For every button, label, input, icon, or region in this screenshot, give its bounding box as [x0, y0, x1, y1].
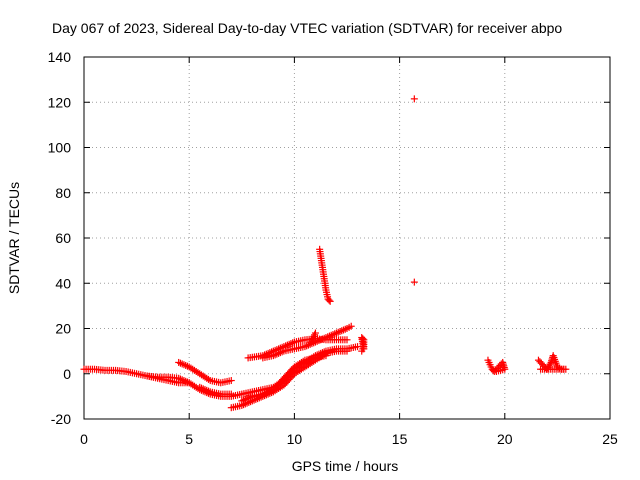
x-tick-labels: 0 5 10 15 20 25 — [80, 431, 618, 447]
y-tick-label: -20 — [51, 411, 71, 427]
grid — [84, 57, 610, 419]
y-tick-label: 100 — [48, 140, 72, 156]
y-tick-label: 80 — [55, 185, 71, 201]
data-point — [492, 367, 500, 375]
data-point — [311, 329, 319, 337]
x-tick-label: 10 — [287, 431, 303, 447]
data-point — [325, 296, 333, 304]
x-tick-label: 5 — [185, 431, 193, 447]
data-point — [410, 95, 418, 103]
data-point — [343, 347, 351, 355]
data-point — [354, 343, 362, 351]
data-point — [185, 379, 193, 387]
x-axis-label: GPS time / hours — [292, 458, 399, 474]
y-tick-labels: -20 0 20 40 60 80 100 120 140 — [48, 49, 72, 427]
data-point — [227, 377, 235, 385]
data-point — [322, 352, 330, 360]
y-tick-label: 140 — [48, 49, 72, 65]
x-tick-label: 20 — [497, 431, 513, 447]
x-tick-label: 25 — [602, 431, 618, 447]
data-point — [326, 297, 334, 305]
y-tick-label: 0 — [63, 366, 71, 382]
x-tick-label: 0 — [80, 431, 88, 447]
data-point — [343, 336, 351, 344]
y-tick-label: 20 — [55, 321, 71, 337]
y-axis-label: SDTVAR / TECUs — [6, 182, 22, 294]
axis-ticks — [83, 56, 611, 420]
y-tick-label: 60 — [55, 230, 71, 246]
data-point — [227, 390, 235, 398]
plot-frame — [83, 56, 611, 420]
data-point — [360, 345, 368, 353]
y-tick-label: 40 — [55, 275, 71, 291]
data-points — [80, 95, 570, 412]
data-point — [537, 365, 545, 373]
data-point — [410, 278, 418, 286]
data-point — [347, 322, 355, 330]
y-tick-label: 120 — [48, 94, 72, 110]
chart-title: Day 067 of 2023, Sidereal Day-to-day VTE… — [52, 20, 562, 36]
x-tick-label: 15 — [392, 431, 408, 447]
